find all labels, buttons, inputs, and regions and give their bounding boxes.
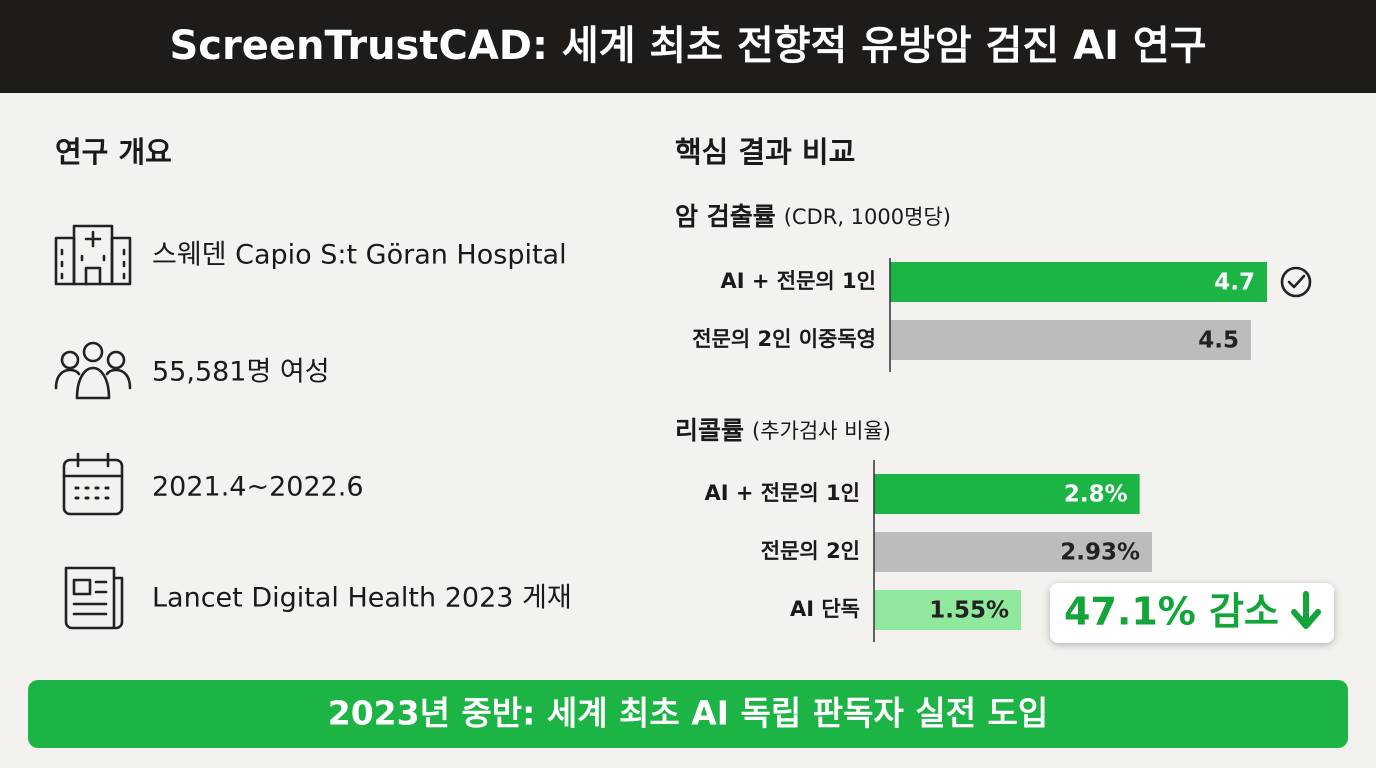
category-label: 전문의 2인 [761,539,860,563]
section-title: 핵심 결과 비교 [675,135,855,169]
chart-subtitle: (CDR, 1000명당) [784,205,951,229]
value-label: 2.93% [1060,540,1140,566]
annotation: 47.1% 감소 [1064,590,1279,634]
chart-title-line: 리콜률 (추가검사 비율) [675,416,891,445]
check-icon [1280,266,1312,298]
hospital-icon [54,224,132,286]
bar [874,474,1140,514]
bar [874,532,1152,572]
annotation-background [1050,583,1334,643]
category-label: AI + 전문의 1인 [705,481,861,505]
value-label: 4.7 [1214,270,1255,296]
category-label: AI 단독 [790,597,860,621]
chart-title-line: 암 검출률 (CDR, 1000명당) [675,202,951,231]
header-band [0,0,1376,93]
chart-title: 리콜률 [675,416,744,445]
annotation-box: 47.1% 감소 [1050,583,1334,643]
bar [890,262,1267,302]
overview-item: 스웨덴 Capio S:t Göran Hospital [152,240,567,271]
category-label: 전문의 2인 이중독영 [692,327,876,351]
bar [874,590,1022,630]
bar [890,320,1251,360]
value-label: 4.5 [1198,328,1239,354]
down-arrow-icon [1291,591,1321,629]
value-label: 1.55% [929,598,1009,624]
overview-item: 55,581명 여성 [152,357,330,388]
overview-item: Lancet Digital Health 2023 게재 [152,583,572,614]
people-icon [54,341,132,400]
page-title: ScreenTrustCAD: 세계 최초 전향적 유방암 검진 AI 연구 [169,23,1206,69]
calendar-icon [62,452,124,516]
overview-item: 2021.4~2022.6 [152,472,364,503]
chart-subtitle: (추가검사 비율) [752,419,891,443]
category-label: AI + 전문의 1인 [721,269,877,293]
footer-banner: 2023년 중반: 세계 최초 AI 독립 판독자 실전 도입 [328,694,1049,733]
footer-band [28,680,1348,748]
value-label: 2.8% [1064,482,1128,508]
chart-title: 암 검출률 [675,202,776,231]
section-title: 연구 개요 [55,135,172,169]
journal-icon [64,566,124,630]
